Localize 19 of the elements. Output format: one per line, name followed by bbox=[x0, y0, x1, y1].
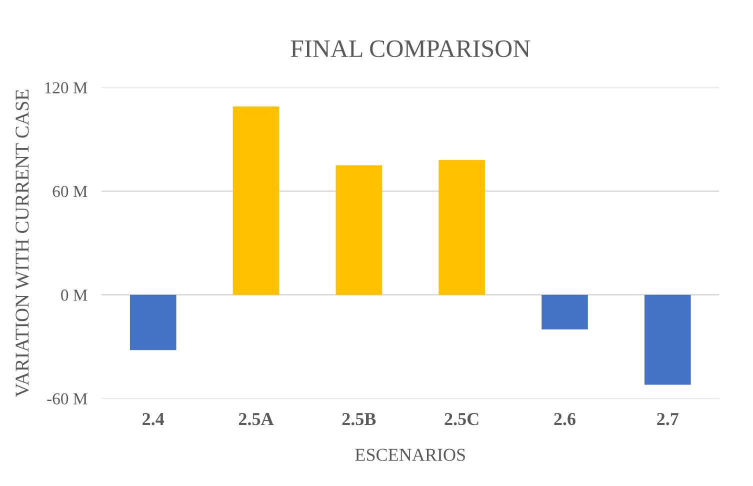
x-tick-label: 2.5C bbox=[444, 412, 478, 426]
y-axis-title: VARIATION WITH CURRENT CASE bbox=[16, 90, 29, 397]
bar bbox=[336, 165, 382, 295]
bar bbox=[542, 294, 588, 330]
chart-title: FINAL COMPARISON bbox=[290, 40, 530, 58]
y-tick-label: 60 M bbox=[52, 186, 88, 198]
x-tick-label: 2.6 bbox=[554, 412, 576, 426]
x-axis-title: ESCENARIOS bbox=[355, 448, 465, 461]
x-tick-label: 2.5B bbox=[342, 412, 376, 426]
x-tick-label: 2.7 bbox=[657, 412, 679, 426]
y-tick-label: -60 M bbox=[47, 393, 88, 404]
y-tick-label: 120 M bbox=[45, 82, 88, 94]
bar bbox=[644, 294, 691, 385]
y-tick-label: 0 M bbox=[61, 290, 88, 301]
x-tick-label: 2.4 bbox=[142, 412, 164, 426]
bar bbox=[232, 106, 280, 295]
bar bbox=[438, 160, 485, 295]
x-tick-label: 2.5A bbox=[238, 412, 274, 426]
bar bbox=[130, 294, 176, 350]
